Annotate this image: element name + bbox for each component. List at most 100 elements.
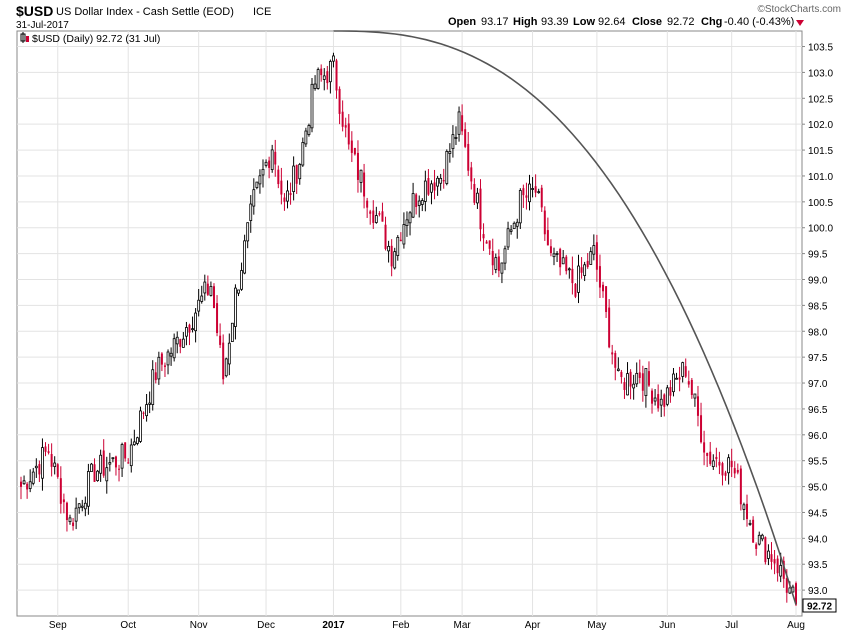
y-tick-label: 100.5 bbox=[808, 198, 833, 209]
candle-body bbox=[632, 383, 636, 389]
candle-body bbox=[512, 222, 516, 230]
candle-body bbox=[672, 373, 675, 393]
candle-body bbox=[96, 470, 99, 482]
candle-body bbox=[50, 454, 53, 467]
candle-body bbox=[464, 129, 467, 147]
candle-body bbox=[638, 372, 641, 378]
candle-body bbox=[326, 71, 329, 84]
candle-body bbox=[347, 123, 350, 145]
candle-body bbox=[644, 368, 648, 396]
watermark: ©StockCharts.com bbox=[757, 4, 841, 15]
candle-body bbox=[59, 478, 62, 504]
candle-body bbox=[62, 499, 65, 503]
x-tick-label: Sep bbox=[49, 620, 67, 631]
candle-body bbox=[555, 253, 559, 255]
candle-body bbox=[773, 559, 776, 564]
low-value: 92.64 bbox=[598, 16, 626, 28]
candle-body bbox=[111, 457, 115, 460]
candle-body bbox=[160, 353, 163, 365]
candle-body bbox=[175, 336, 179, 345]
candle-body bbox=[246, 222, 250, 242]
x-tick-label: May bbox=[587, 620, 606, 631]
candle-body bbox=[653, 397, 657, 402]
candle-body bbox=[598, 266, 601, 288]
candle-body bbox=[411, 193, 415, 218]
candle-body bbox=[549, 246, 552, 254]
candle-body bbox=[224, 358, 228, 377]
chart-exchange: ICE bbox=[253, 6, 271, 18]
candle-body bbox=[482, 234, 485, 239]
open-label: Open bbox=[448, 16, 476, 28]
candle-body bbox=[571, 268, 574, 284]
candle-body bbox=[402, 224, 406, 245]
candle-body bbox=[292, 165, 296, 192]
y-tick-label: 103.0 bbox=[808, 68, 833, 79]
candle-body bbox=[757, 534, 761, 545]
candle-body bbox=[497, 256, 500, 271]
candle-body bbox=[531, 188, 534, 190]
candle-body bbox=[72, 522, 75, 527]
candle-body bbox=[476, 192, 479, 204]
candle-body bbox=[641, 373, 644, 391]
candle-body bbox=[736, 469, 739, 473]
chg-label: Chg bbox=[701, 16, 722, 28]
candle-body bbox=[647, 371, 650, 386]
candle-body bbox=[467, 143, 470, 171]
candle-body bbox=[384, 224, 387, 249]
candle-body bbox=[546, 230, 549, 246]
candle-body bbox=[301, 142, 305, 166]
candle-body bbox=[387, 245, 390, 252]
candle-body bbox=[423, 180, 427, 202]
candle-body bbox=[623, 382, 626, 390]
candle-body bbox=[565, 256, 568, 272]
candle-body bbox=[219, 335, 222, 345]
y-tick-label: 96.5 bbox=[808, 405, 828, 416]
candle-body bbox=[252, 189, 256, 207]
candle-body bbox=[525, 195, 528, 198]
candle-body bbox=[503, 248, 507, 264]
candle-body bbox=[494, 257, 498, 270]
chart-date: 31-Jul-2017 bbox=[16, 20, 69, 31]
candle-body bbox=[420, 200, 424, 205]
candle-body bbox=[742, 504, 746, 510]
y-tick-label: 102.0 bbox=[808, 120, 833, 131]
candle-body bbox=[479, 188, 482, 230]
candle-body bbox=[118, 468, 121, 470]
candle-body bbox=[616, 368, 620, 371]
x-tick-label: Jul bbox=[725, 620, 738, 631]
candle-body bbox=[567, 268, 571, 271]
candle-body bbox=[430, 183, 433, 193]
y-tick-label: 95.5 bbox=[808, 457, 828, 468]
candle-body bbox=[408, 212, 412, 224]
legend-label: $USD (Daily) 92.72 (31 Jul) bbox=[32, 33, 160, 45]
candle-body bbox=[709, 451, 712, 464]
y-tick-label: 98.0 bbox=[808, 327, 828, 338]
candle-body bbox=[316, 69, 320, 89]
low-label: Low bbox=[573, 16, 595, 28]
candle-body bbox=[44, 446, 47, 452]
plot-area bbox=[16, 30, 803, 617]
candle-body bbox=[491, 250, 494, 266]
candle-body bbox=[675, 377, 678, 380]
candle-body bbox=[139, 410, 142, 442]
candle-body bbox=[359, 169, 363, 183]
candle-body bbox=[344, 125, 347, 128]
candle-body bbox=[356, 152, 359, 180]
candle-body bbox=[730, 460, 733, 468]
candle-body bbox=[369, 211, 372, 214]
y-tick-label: 101.0 bbox=[808, 172, 833, 183]
candle-body bbox=[608, 307, 611, 348]
candle-body bbox=[703, 442, 706, 453]
candle-body bbox=[561, 257, 565, 265]
candle-body bbox=[166, 351, 170, 366]
candle-body bbox=[711, 460, 715, 467]
candle-body bbox=[283, 197, 286, 202]
x-tick-label: Dec bbox=[257, 620, 275, 631]
x-tick-label: Jun bbox=[659, 620, 675, 631]
candle-body bbox=[105, 467, 109, 482]
candle-body bbox=[28, 481, 32, 489]
candle-body bbox=[26, 483, 29, 490]
candle-body bbox=[574, 283, 577, 297]
candle-body bbox=[200, 295, 204, 302]
